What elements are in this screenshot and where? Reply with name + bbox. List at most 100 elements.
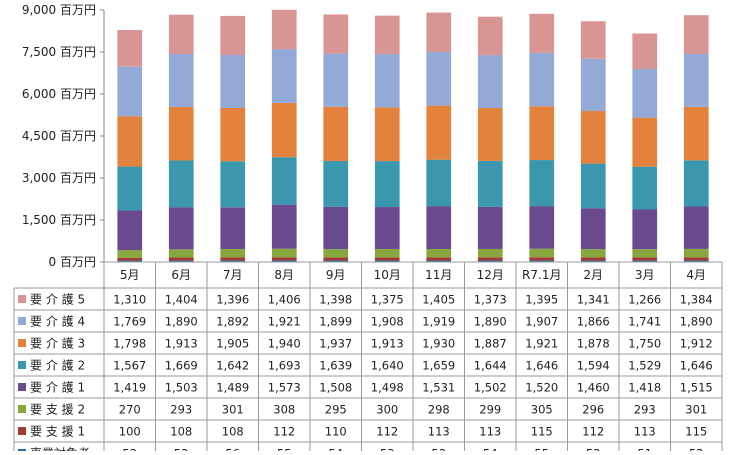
data-label: 1,940: [268, 337, 301, 351]
data-label: 55: [534, 447, 549, 452]
data-label: 112: [273, 425, 295, 439]
data-label: 1,907: [525, 315, 558, 329]
bar-segment: [580, 249, 606, 258]
data-label: 100: [119, 425, 141, 439]
bar-segment: [580, 111, 606, 164]
bar-segment: [580, 21, 606, 59]
data-label: 1,406: [268, 293, 301, 307]
legend-label: 要 支 援 2: [30, 403, 85, 417]
bar-segment: [529, 260, 555, 262]
bar-segment: [632, 257, 658, 261]
bar-segment: [374, 207, 400, 249]
data-label: 293: [170, 403, 192, 417]
data-label: 1,908: [371, 315, 404, 329]
data-label: 296: [582, 403, 604, 417]
bar-segment: [271, 257, 297, 261]
data-label: 1,266: [628, 293, 661, 307]
bar-segment: [632, 117, 658, 167]
data-label: 300: [376, 403, 398, 417]
data-label: 53: [431, 447, 446, 452]
data-label: 115: [531, 425, 553, 439]
x-tick-label: 2月: [583, 268, 603, 282]
data-label: 295: [325, 403, 347, 417]
bar-segment: [477, 160, 503, 207]
data-label: 110: [325, 425, 347, 439]
bar-segment: [220, 248, 246, 258]
bar-segment: [477, 257, 503, 261]
data-label: 293: [634, 403, 656, 417]
bar-segment: [271, 248, 297, 258]
bar-segment: [117, 260, 143, 262]
bar-segment: [168, 257, 194, 261]
bar-segment: [323, 161, 349, 207]
bar-segment: [168, 54, 194, 107]
legend-swatch: [18, 383, 26, 391]
y-tick-label: 3,000 百万円: [22, 171, 96, 185]
data-label: 1,594: [577, 359, 610, 373]
bar-segment: [529, 106, 555, 161]
bar-segment: [374, 260, 400, 262]
data-label: 1,341: [577, 293, 610, 307]
y-tick-label: 6,000 百万円: [22, 87, 96, 101]
bar-segment: [426, 206, 452, 250]
bar-segment: [220, 15, 246, 55]
bar-segment: [477, 16, 503, 56]
bar-segment: [117, 166, 143, 211]
bar-segment: [632, 249, 658, 258]
bar-segment: [529, 13, 555, 53]
y-tick-label: 4,500 百万円: [22, 129, 96, 143]
bar-segment: [374, 107, 400, 162]
bar-segment: [374, 248, 400, 258]
bar-segment: [220, 260, 246, 262]
bar-segment: [117, 66, 143, 117]
bar-segment: [683, 53, 709, 107]
data-label: 1,644: [474, 359, 507, 373]
data-label: 113: [634, 425, 656, 439]
bar-segment: [374, 54, 400, 108]
data-label: 53: [380, 447, 395, 452]
bar-segment: [477, 260, 503, 262]
bar-segment: [683, 206, 709, 249]
data-label: 1,921: [525, 337, 558, 351]
bar-segment: [323, 206, 349, 250]
data-label: 1,750: [628, 337, 661, 351]
data-label: 1,515: [680, 381, 713, 395]
data-label: 1,508: [319, 381, 352, 395]
bar-segment: [168, 249, 194, 258]
data-label: 1,919: [422, 315, 455, 329]
data-label: 308: [273, 403, 295, 417]
legend-swatch: [18, 405, 26, 413]
bar-segment: [374, 15, 400, 55]
bar-segment: [683, 248, 709, 258]
data-label: 52: [174, 447, 189, 452]
bar-segment: [529, 248, 555, 258]
data-label: 1,905: [216, 337, 249, 351]
bar-segment: [220, 257, 246, 261]
data-label: 1,573: [268, 381, 301, 395]
data-label: 55: [277, 447, 292, 452]
bar-segment: [168, 160, 194, 208]
data-label: 112: [582, 425, 604, 439]
legend-swatch: [18, 427, 26, 435]
data-label: 1,798: [113, 337, 146, 351]
bar-segment: [683, 260, 709, 262]
legend-swatch: [18, 361, 26, 369]
data-label: 1,418: [628, 381, 661, 395]
bar-segment: [632, 33, 658, 69]
x-tick-label: 8月: [274, 268, 294, 282]
data-label: 1,921: [268, 315, 301, 329]
x-tick-label: 4月: [686, 268, 706, 282]
legend-label: 要 介 護 4: [30, 314, 85, 329]
data-label: 1,892: [216, 315, 249, 329]
data-label: 52: [689, 447, 704, 452]
data-label: 1,520: [525, 381, 558, 395]
data-label: 1,693: [268, 359, 301, 373]
bar-segment: [529, 257, 555, 261]
data-label: 1,899: [319, 315, 352, 329]
x-tick-label: 5月: [120, 268, 140, 282]
data-label: 298: [428, 403, 450, 417]
bar-segment: [271, 9, 297, 50]
data-label: 1,640: [371, 359, 404, 373]
bar-segment: [426, 12, 452, 52]
